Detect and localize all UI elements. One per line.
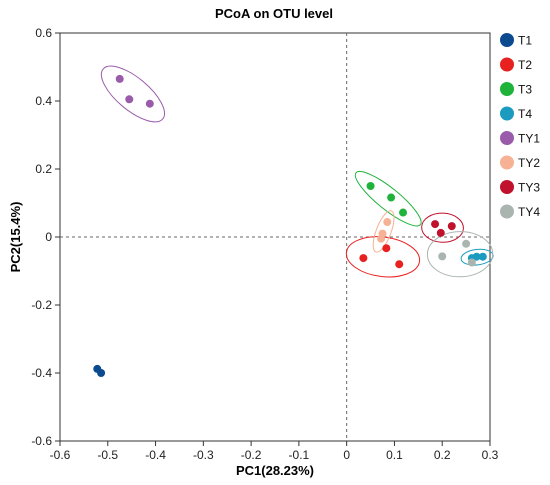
x-tick-label: 0.3 <box>482 448 499 462</box>
ellipse-t3 <box>354 170 422 227</box>
point-t3 <box>399 208 408 217</box>
x-tick-label: -0.4 <box>145 448 166 462</box>
group-ellipses <box>100 65 494 278</box>
x-axis: -0.6 -0.5 -0.4 -0.3 -0.2 -0.1 0 0.1 0.2 0.3 <box>50 441 499 462</box>
point-t2 <box>359 254 368 263</box>
point-t1 <box>97 369 106 377</box>
legend-marker-ty2 <box>500 155 514 170</box>
x-tick-label: -0.2 <box>241 448 262 462</box>
x-tick-label: 0 <box>343 448 350 462</box>
x-tick-label: 0.1 <box>386 448 403 462</box>
reference-lines <box>60 33 490 441</box>
legend-label-t3: T3 <box>518 83 532 97</box>
x-tick-label: -0.5 <box>97 448 118 462</box>
point-ty1 <box>145 99 154 108</box>
legend-label-ty4: TY4 <box>518 205 540 219</box>
x-tick-label: -0.3 <box>193 448 214 462</box>
point-ty2 <box>378 229 387 238</box>
legend-marker-ty4 <box>500 204 514 219</box>
legend-marker-t2 <box>500 57 514 72</box>
ellipse-t2 <box>345 236 421 278</box>
legend-label-t4: T4 <box>518 107 532 121</box>
point-ty3 <box>447 222 456 231</box>
point-ty3 <box>436 228 445 237</box>
chart-title: PCoA on OTU level <box>215 6 333 21</box>
y-tick-label: 0.6 <box>35 26 52 40</box>
point-ty1 <box>125 95 134 104</box>
point-t3 <box>387 193 396 202</box>
ellipse-ty3 <box>421 212 464 243</box>
ellipse-ty4 <box>426 231 494 278</box>
x-tick-label: -0.1 <box>289 448 310 462</box>
y-tick-label: 0 <box>45 230 52 244</box>
point-t4 <box>472 252 481 261</box>
point-ty4 <box>467 258 476 267</box>
y-tick-label: -0.6 <box>31 434 52 448</box>
ellipse-ty2 <box>372 210 395 253</box>
point-t2 <box>395 260 404 269</box>
point-t3 <box>366 182 375 190</box>
data-points <box>93 74 487 377</box>
y-tick-label: 0.4 <box>35 94 52 108</box>
y-axis-title: PC2(15.4%) <box>8 202 23 273</box>
legend: T1 T2 T3 T4 TY1 TY2 TY3 TY4 <box>500 33 540 219</box>
legend-marker-t4 <box>500 106 514 121</box>
legend-label-ty1: TY1 <box>518 132 540 146</box>
point-ty4 <box>462 239 471 248</box>
ellipse-ty1 <box>100 65 165 123</box>
legend-label-ty3: TY3 <box>518 181 540 195</box>
point-ty2 <box>383 218 392 227</box>
legend-marker-t3 <box>500 82 514 96</box>
point-t2 <box>382 244 391 253</box>
plot-frame <box>59 32 491 442</box>
legend-marker-ty3 <box>500 180 514 194</box>
y-tick-label: -0.2 <box>31 298 52 312</box>
x-tick-label: -0.6 <box>50 448 71 462</box>
point-ty1 <box>115 74 124 83</box>
y-axis: -0.6 -0.4 -0.2 0 0.2 0.4 0.6 <box>31 26 60 448</box>
legend-marker-ty1 <box>500 131 514 145</box>
legend-label-t1: T1 <box>518 34 532 48</box>
point-ty3 <box>431 220 440 229</box>
point-t4 <box>478 252 487 261</box>
x-tick-label: 0.2 <box>434 448 451 462</box>
y-tick-label: -0.4 <box>31 366 52 380</box>
x-axis-title: PC1(28.23%) <box>236 463 314 478</box>
legend-label-ty2: TY2 <box>518 156 540 170</box>
y-tick-label: 0.2 <box>35 162 52 176</box>
point-ty4 <box>438 252 447 261</box>
legend-label-t2: T2 <box>518 58 532 72</box>
legend-marker-t1 <box>500 33 514 47</box>
